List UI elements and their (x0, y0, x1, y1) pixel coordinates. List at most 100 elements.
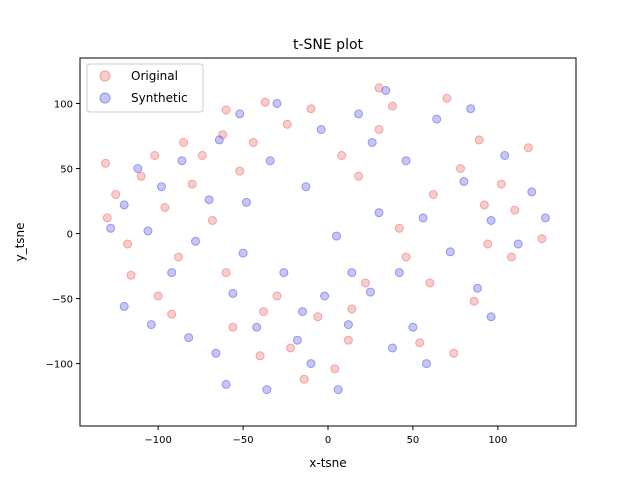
data-point-original (394, 223, 404, 233)
data-point-original (415, 338, 425, 348)
legend-marker-original (99, 70, 111, 82)
data-point-original (360, 278, 370, 288)
data-point-original (537, 234, 547, 244)
data-point-original (286, 343, 296, 353)
data-point-synthetic (388, 343, 397, 353)
data-point-original (388, 101, 397, 111)
data-point-synthetic (381, 86, 391, 95)
y-axis-label: y_tsne (13, 222, 27, 261)
data-point-synthetic (401, 156, 411, 166)
data-point-original (179, 138, 189, 147)
data-point-synthetic (119, 200, 129, 210)
data-point-original (150, 151, 160, 160)
data-point-original (425, 278, 435, 288)
data-point-synthetic (343, 320, 353, 330)
y-tick-label: −100 (46, 360, 73, 371)
y-axis: −100 −50 0 50 100 (46, 100, 80, 371)
data-point-original (272, 291, 282, 301)
data-point-original (259, 307, 268, 317)
data-point-synthetic (301, 182, 311, 192)
data-point-original (313, 312, 323, 322)
x-axis: −100 −50 0 50 100 (144, 426, 507, 446)
data-point-original (442, 93, 452, 103)
data-point-synthetic (459, 177, 469, 186)
data-point-synthetic (133, 164, 143, 173)
data-point-synthetic (157, 182, 166, 192)
data-point-original (136, 171, 146, 181)
data-point-synthetic (422, 359, 431, 369)
data-point-original (337, 151, 347, 160)
data-point-synthetic (320, 291, 330, 301)
data-point-original (221, 105, 231, 115)
data-point-synthetic (367, 138, 377, 147)
data-point-original (374, 125, 384, 134)
data-point-original (469, 296, 479, 306)
legend-label-synthetic: Synthetic (131, 91, 188, 105)
data-point-original (255, 351, 265, 361)
y-tick-label: 0 (67, 230, 73, 241)
data-point-original (299, 374, 309, 384)
data-point-synthetic (238, 248, 248, 258)
data-point-original (474, 135, 484, 145)
data-point-original (101, 158, 110, 168)
data-point-synthetic (214, 135, 224, 145)
data-point-synthetic (191, 236, 200, 246)
legend-box (86, 63, 204, 113)
y-tick-label: 50 (60, 165, 73, 176)
data-point-synthetic (333, 385, 343, 395)
data-point-original (228, 322, 238, 332)
data-point-original (174, 252, 183, 262)
data-point-synthetic (177, 156, 187, 166)
data-point-synthetic (394, 268, 404, 278)
data-point-synthetic (211, 348, 221, 358)
data-point-synthetic (272, 99, 282, 108)
data-point-synthetic (119, 301, 129, 311)
data-point-synthetic (445, 247, 455, 257)
legend-label-original: Original (131, 69, 178, 83)
data-point-original (428, 190, 438, 199)
data-point-original (208, 216, 217, 225)
data-point-original (401, 252, 411, 262)
data-point-synthetic (298, 307, 307, 317)
data-point-synthetic (408, 322, 418, 332)
data-point-synthetic (473, 283, 482, 293)
data-point-synthetic (146, 320, 156, 330)
data-point-synthetic (143, 226, 153, 236)
data-point-synthetic (540, 213, 550, 223)
data-point-original (260, 97, 270, 107)
data-point-original (167, 309, 177, 319)
data-point-original (306, 104, 316, 114)
y-tick-label: 100 (54, 100, 73, 111)
x-tick-label: 100 (488, 435, 507, 446)
data-point-synthetic (432, 114, 442, 124)
data-point-original (126, 270, 136, 280)
legend: Original Synthetic (86, 63, 204, 113)
y-tick-label: −50 (52, 295, 73, 306)
chart-title: t-SNE plot (293, 37, 364, 53)
data-point-original (496, 179, 506, 189)
points-layer (101, 83, 550, 395)
data-point-synthetic (306, 359, 316, 369)
data-point-synthetic (500, 151, 510, 160)
data-point-original (153, 291, 163, 301)
data-point-original (248, 138, 258, 147)
data-point-original (330, 364, 340, 374)
data-point-synthetic (279, 268, 289, 278)
data-point-synthetic (527, 187, 537, 197)
data-point-synthetic (466, 104, 476, 114)
data-point-original (479, 200, 489, 210)
data-point-synthetic (221, 379, 231, 389)
x-tick-label: 50 (407, 435, 420, 446)
data-point-original (510, 205, 520, 215)
data-point-synthetic (106, 223, 116, 233)
data-point-original (449, 348, 459, 358)
data-point-original (347, 304, 357, 314)
data-point-original (123, 239, 133, 249)
data-point-synthetic (265, 156, 275, 166)
legend-marker-synthetic (99, 92, 111, 104)
data-point-synthetic (332, 231, 341, 241)
data-point-synthetic (167, 268, 177, 278)
data-point-synthetic (262, 385, 272, 395)
data-point-original (354, 171, 364, 181)
